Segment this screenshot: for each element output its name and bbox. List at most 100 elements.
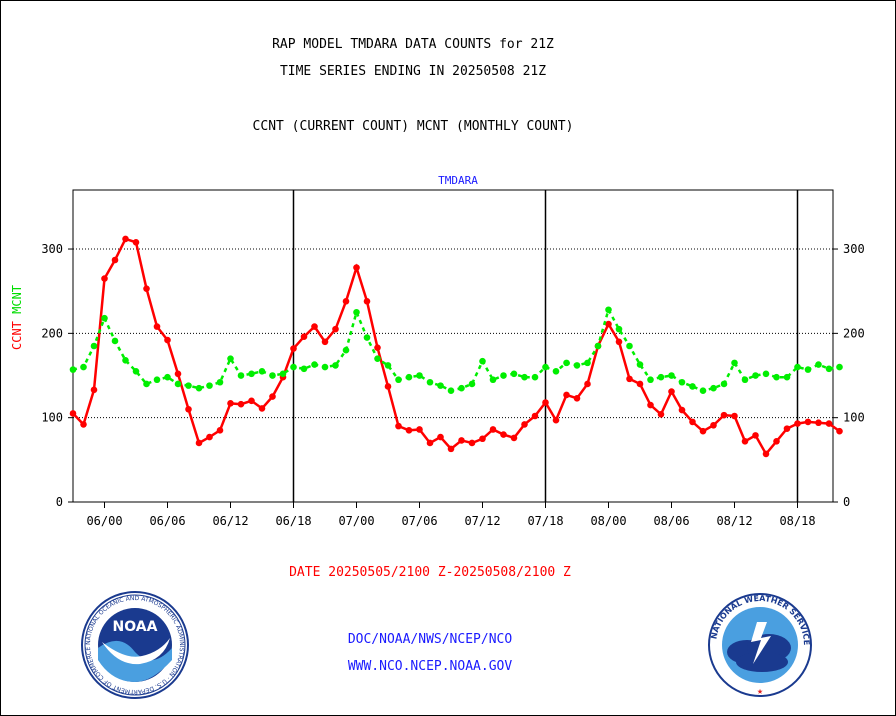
data-point-mcnt [195, 384, 203, 392]
website-link[interactable]: WWW.NCO.NCEP.NOAA.GOV [347, 659, 513, 674]
data-point-ccnt [174, 370, 182, 378]
data-point-ccnt [195, 439, 203, 447]
data-point-ccnt [321, 338, 329, 346]
data-point-mcnt [363, 334, 371, 341]
data-point-mcnt [720, 380, 728, 388]
data-point-ccnt [815, 419, 822, 427]
data-point-mcnt [699, 387, 707, 394]
data-point-ccnt [311, 323, 318, 330]
data-point-ccnt [468, 439, 476, 447]
data-point-ccnt [573, 394, 581, 402]
y-tick-label-left: 200 [41, 326, 63, 340]
data-point-mcnt [836, 363, 843, 371]
noaa-logo-text: NOAA [113, 619, 158, 635]
data-point-mcnt [395, 376, 402, 384]
data-point-ccnt [426, 439, 434, 447]
data-point-mcnt [185, 382, 192, 389]
data-point-ccnt [237, 400, 245, 408]
data-point-mcnt [710, 384, 717, 392]
data-point-ccnt [710, 421, 717, 429]
data-point-ccnt [615, 338, 623, 346]
data-point-mcnt [804, 366, 812, 373]
x-tick-label: 06/00 [86, 514, 122, 528]
data-point-mcnt [794, 363, 801, 371]
data-point-ccnt [80, 421, 87, 428]
data-point-mcnt [626, 342, 633, 350]
data-point-mcnt [552, 367, 560, 375]
data-point-mcnt [206, 382, 213, 389]
data-point-ccnt [752, 432, 759, 439]
data-point-mcnt [678, 378, 686, 386]
x-tick-label: 08/18 [779, 514, 815, 528]
data-point-ccnt [132, 238, 140, 246]
data-point-mcnt [342, 346, 350, 354]
x-tick-label: 07/18 [527, 514, 563, 528]
data-point-ccnt [258, 405, 266, 412]
y-axis-label-mcnt: MCNT [10, 285, 24, 321]
data-point-ccnt [185, 405, 192, 413]
data-point-ccnt [216, 427, 224, 434]
chart-subtitle: CCNT (CURRENT COUNT) MCNT (MONTHLY COUNT… [252, 119, 574, 134]
data-point-ccnt [762, 450, 770, 458]
data-point-mcnt [689, 383, 696, 390]
data-point-ccnt [101, 275, 108, 282]
data-point-mcnt [132, 367, 140, 375]
data-point-mcnt [300, 365, 308, 373]
data-point-ccnt [143, 285, 150, 292]
data-point-mcnt [773, 373, 780, 381]
data-point-ccnt [584, 380, 591, 388]
data-point-ccnt [300, 333, 308, 341]
data-point-mcnt [615, 325, 623, 333]
data-point-ccnt [90, 386, 98, 394]
data-point-mcnt [500, 372, 507, 379]
nws-star-icon: ★ [757, 686, 763, 697]
data-point-mcnt [269, 372, 276, 379]
x-tick-label: 07/00 [338, 514, 374, 528]
data-point-mcnt [479, 357, 486, 365]
data-point-mcnt [90, 342, 98, 350]
data-point-mcnt [489, 376, 497, 384]
data-point-mcnt [353, 308, 360, 316]
data-point-mcnt [521, 373, 528, 381]
data-point-mcnt [80, 363, 87, 371]
data-point-ccnt [269, 393, 276, 400]
data-point-mcnt [384, 362, 392, 369]
x-tick-label: 06/06 [149, 514, 185, 528]
y-tick-label-right: 300 [843, 242, 865, 256]
data-point-ccnt [563, 391, 570, 399]
data-point-mcnt [741, 376, 749, 384]
data-point-mcnt [458, 384, 465, 392]
data-point-mcnt [405, 373, 413, 381]
data-point-mcnt [374, 355, 381, 362]
data-point-mcnt [237, 372, 245, 379]
data-point-mcnt [594, 342, 602, 350]
nws-logo: NATIONAL WEATHER SERVICE ★ [708, 593, 812, 697]
data-point-ccnt [479, 435, 486, 443]
data-point-mcnt [815, 361, 822, 368]
data-point-mcnt [657, 373, 665, 381]
data-point-ccnt [678, 406, 686, 414]
data-point-ccnt [741, 437, 749, 445]
y-tick-label-left: 300 [41, 242, 63, 256]
data-point-mcnt [174, 380, 182, 388]
x-tick-label: 08/06 [653, 514, 689, 528]
data-point-ccnt [374, 344, 381, 351]
data-point-ccnt [720, 411, 728, 419]
data-point-ccnt [332, 325, 339, 333]
y-tick-label-right: 200 [843, 326, 865, 340]
data-point-ccnt [164, 336, 171, 344]
data-point-ccnt [773, 437, 780, 445]
data-point-ccnt [153, 323, 161, 330]
data-point-ccnt [605, 320, 612, 328]
data-point-mcnt [227, 355, 234, 362]
y-tick-label-left: 0 [56, 495, 63, 509]
data-point-mcnt [510, 370, 518, 378]
data-point-mcnt [101, 314, 108, 322]
x-tick-label: 07/06 [401, 514, 437, 528]
x-tick-label: 06/18 [275, 514, 311, 528]
data-point-mcnt [164, 373, 171, 381]
series-line-ccnt [72, 237, 841, 457]
series-line-mcnt [72, 306, 840, 393]
org-link[interactable]: DOC/NOAA/NWS/NCEP/NCO [347, 632, 513, 647]
